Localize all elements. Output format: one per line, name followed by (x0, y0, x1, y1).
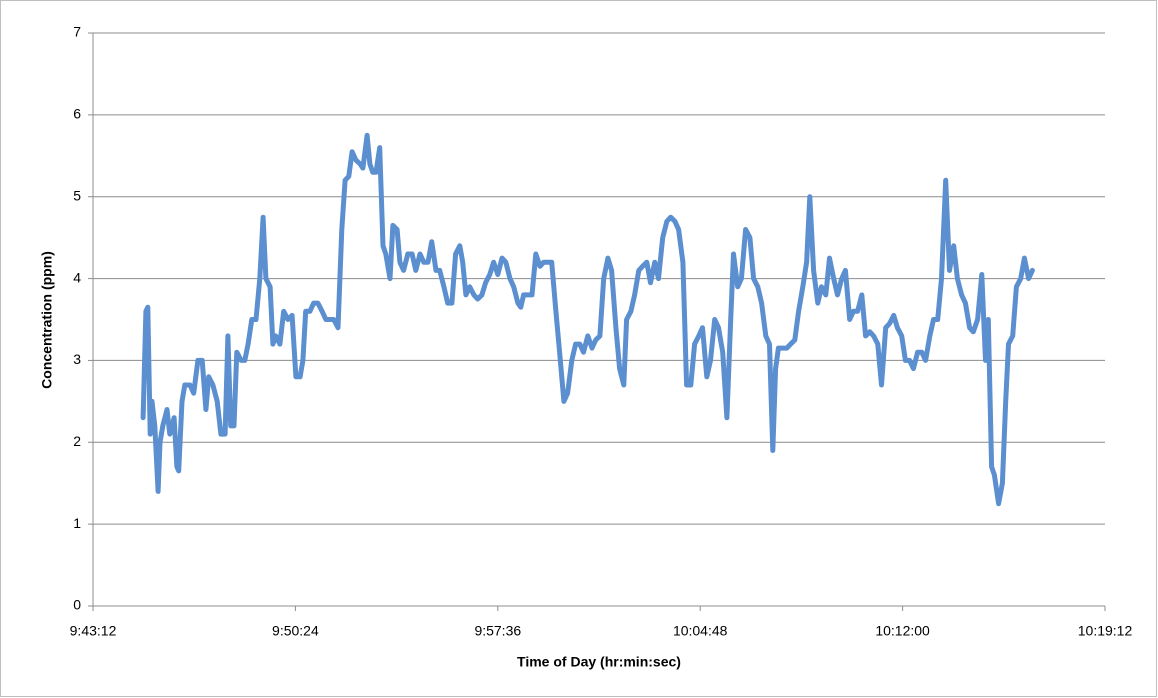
y-tick-label: 5 (73, 187, 81, 203)
x-tick-label: 9:50:24 (272, 623, 319, 639)
y-tick-label: 3 (73, 351, 81, 367)
data-line (140, 132, 1035, 507)
x-tick-label: 9:57:36 (474, 623, 521, 639)
y-tick-label: 2 (73, 433, 81, 449)
y-tick-label: 7 (73, 24, 81, 40)
y-tick-label: 1 (73, 515, 81, 531)
x-tick-label: 9:43:12 (70, 623, 117, 639)
y-tick-label: 0 (73, 597, 81, 613)
y-tick-label: 4 (73, 269, 81, 285)
x-axis-title: Time of Day (hr:min:sec) (517, 654, 681, 670)
y-axis-title: Concentration (ppm) (39, 251, 55, 389)
x-tick-label: 10:04:48 (673, 623, 728, 639)
x-tick-label: 10:12:00 (875, 623, 930, 639)
y-tick-label: 6 (73, 106, 81, 122)
x-tick-label: 10:19:12 (1078, 623, 1133, 639)
